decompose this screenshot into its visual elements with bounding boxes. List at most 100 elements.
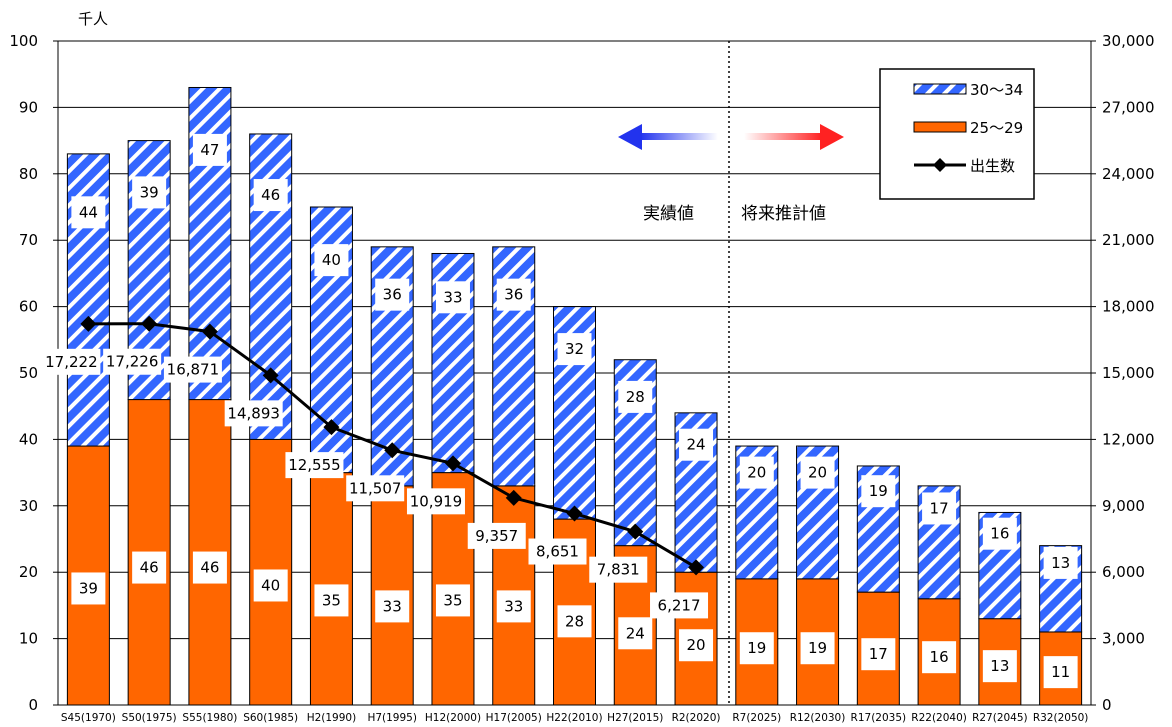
bar-30-34-label-text: 24 <box>686 436 705 454</box>
x-tick-label: R2(2020) <box>672 712 721 724</box>
bar-30-34-label-bg <box>922 492 957 525</box>
legend-swatch <box>913 121 967 133</box>
births-point <box>141 315 158 332</box>
bar-30-34-label: 36 <box>375 278 410 311</box>
births-point <box>80 315 97 332</box>
legend-marker <box>933 158 947 172</box>
y-tick-label: 50 <box>19 364 38 382</box>
x-tick-label: S60(1985) <box>243 712 298 724</box>
y2-tick-label: 21,000 <box>1102 231 1155 249</box>
bar-25-29-label: 19 <box>739 632 774 665</box>
births-label-bg <box>42 348 101 375</box>
bar-30-34-label: 20 <box>739 456 774 489</box>
bar-30-34-label-bg <box>861 475 896 508</box>
births-label-bg <box>285 452 344 479</box>
bar-25-29-label: 33 <box>375 590 410 623</box>
bar-30-34-label-text: 36 <box>504 286 523 304</box>
bar-30-34-label-bg <box>679 428 714 461</box>
bar-25-29-label-text: 28 <box>565 612 584 630</box>
bars: 39 44 46 39 46 47 40 46 35 40 33 36 35 33 33 36 28 32 24 28… <box>66 86 1083 706</box>
legend-label: 出生数 <box>970 157 1015 175</box>
births-label-bg <box>528 538 587 565</box>
bar-30-34-label-bg <box>375 278 410 311</box>
bar-30-34-label: 20 <box>800 456 835 489</box>
bar-30-34-label: 13 <box>1043 546 1078 579</box>
bar-30-34-label-text: 46 <box>261 186 280 204</box>
bar-30-34-label: 46 <box>253 179 288 212</box>
bar-25-29-label-text: 46 <box>140 559 159 577</box>
bar-25-29-label-bg <box>982 650 1017 683</box>
bar-25-29-label-text: 19 <box>747 639 766 657</box>
births-label-text: 8,651 <box>536 543 579 561</box>
legend-label: 25〜29 <box>970 119 1023 137</box>
bar-25-29-label-text: 39 <box>79 579 98 597</box>
births-label: 17,226 <box>103 348 162 375</box>
y2-tick-label: 9,000 <box>1102 497 1145 515</box>
births-label: 12,555 <box>285 452 344 479</box>
births-label-bg <box>589 556 648 583</box>
bar-25-29-label-bg <box>253 569 288 602</box>
bar-30-34-label-bg <box>739 456 774 489</box>
bar-25-29-label-bg <box>861 638 896 671</box>
bar-30-34-label-bg <box>496 278 531 311</box>
bar-25-29-label-text: 46 <box>200 559 219 577</box>
bar-25-29-label-text: 17 <box>869 645 888 663</box>
y2-tick-label: 18,000 <box>1102 298 1155 316</box>
y-tick-label: 60 <box>19 298 38 316</box>
y2-tick-label: 27,000 <box>1102 98 1155 116</box>
births-label-text: 12,555 <box>288 456 341 474</box>
births-label-bg <box>406 488 465 515</box>
births-label: 14,893 <box>224 400 283 427</box>
bar-30-34-label-bg <box>435 281 470 314</box>
bar-30-34-label: 40 <box>314 244 349 277</box>
births-point <box>323 419 340 436</box>
births-label-text: 7,831 <box>597 561 640 579</box>
births-label-text: 9,357 <box>475 527 518 545</box>
bar-30-34-label-bg <box>982 517 1017 550</box>
x-axis: S45(1970) S50(1975) S55(1980) S60(1985) H2(1… <box>61 712 1089 724</box>
legend: 30〜34 25〜29 出生数 <box>879 68 1035 200</box>
bar-30-34-label-text: 44 <box>79 203 98 221</box>
bar-30-34-label-text: 28 <box>626 388 645 406</box>
births-label-text: 10,919 <box>410 492 463 510</box>
y-tick-label: 100 <box>9 32 38 50</box>
births-label-bg <box>650 592 709 619</box>
y-tick-label: 80 <box>19 165 38 183</box>
bar-30-34-label-text: 32 <box>565 340 584 358</box>
bar-25-29-label-bg <box>435 584 470 617</box>
bar-25-29-label-text: 16 <box>930 648 949 666</box>
x-tick-label: R7(2025) <box>732 712 781 724</box>
bar-30-34-label-text: 33 <box>443 288 462 306</box>
x-tick-label: S50(1975) <box>122 712 177 724</box>
bar-25-29-label-text: 35 <box>322 591 341 609</box>
bar-25-29-label-bg <box>1043 656 1078 689</box>
bar-25-29-label: 11 <box>1043 656 1078 689</box>
births-label-bg <box>467 522 526 549</box>
births-point <box>627 523 644 540</box>
bar-25-29-label: 46 <box>132 551 167 584</box>
bar-25-29-label: 40 <box>253 569 288 602</box>
bar-30-34-label-text: 39 <box>140 183 159 201</box>
births-label-bg <box>224 400 283 427</box>
right-arrow-icon <box>744 124 844 150</box>
legend-swatch <box>913 83 967 95</box>
bar-30-34-label-text: 40 <box>322 251 341 269</box>
bar-30-34-label-text: 20 <box>747 464 766 482</box>
bar-25-29-label-bg <box>132 551 167 584</box>
x-tick-label: R12(2030) <box>790 712 846 724</box>
bar-25-29-label-text: 13 <box>990 657 1009 675</box>
y-tick-label: 0 <box>28 696 38 714</box>
bar-25-29-label: 39 <box>71 572 106 605</box>
y2-tick-label: 3,000 <box>1102 630 1145 648</box>
bar-25-29-label: 35 <box>435 584 470 617</box>
bar-25-29-label-bg <box>557 605 592 638</box>
bar-30-34-label-text: 17 <box>930 499 949 517</box>
births-label: 6,217 <box>650 592 709 619</box>
x-tick-label: H27(2015) <box>607 712 663 724</box>
x-tick-label: H22(2010) <box>546 712 602 724</box>
bar-25-29-label-bg <box>618 617 653 650</box>
bar-30-34-label-bg <box>71 196 106 229</box>
x-tick-label: H12(2000) <box>425 712 481 724</box>
bar-25-29-label: 35 <box>314 584 349 617</box>
